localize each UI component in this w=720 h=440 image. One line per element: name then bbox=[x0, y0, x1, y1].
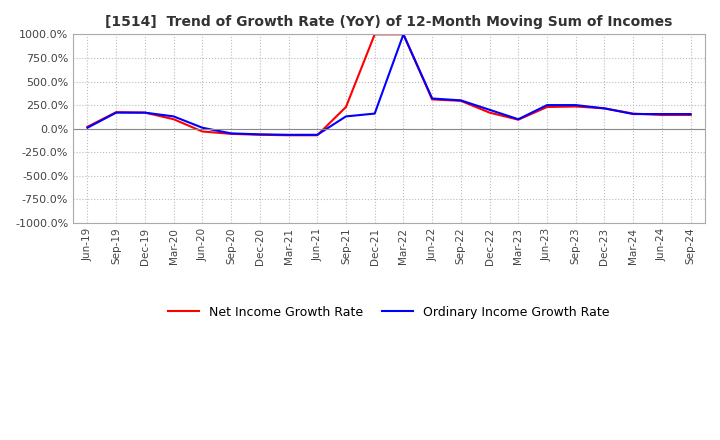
Ordinary Income Growth Rate bbox=[485, 107, 494, 113]
Net Income Growth Rate bbox=[227, 131, 235, 136]
Ordinary Income Growth Rate bbox=[112, 110, 120, 115]
Ordinary Income Growth Rate bbox=[514, 117, 523, 122]
Ordinary Income Growth Rate bbox=[629, 111, 637, 117]
Net Income Growth Rate bbox=[456, 98, 465, 103]
Net Income Growth Rate bbox=[198, 129, 207, 134]
Ordinary Income Growth Rate bbox=[83, 125, 91, 130]
Net Income Growth Rate bbox=[657, 112, 666, 117]
Net Income Growth Rate bbox=[686, 112, 695, 117]
Net Income Growth Rate bbox=[140, 110, 149, 115]
Ordinary Income Growth Rate bbox=[342, 114, 351, 119]
Ordinary Income Growth Rate bbox=[399, 32, 408, 37]
Ordinary Income Growth Rate bbox=[600, 106, 609, 111]
Net Income Growth Rate bbox=[256, 132, 264, 137]
Net Income Growth Rate bbox=[342, 104, 351, 110]
Ordinary Income Growth Rate bbox=[370, 111, 379, 116]
Net Income Growth Rate bbox=[629, 111, 637, 116]
Ordinary Income Growth Rate bbox=[140, 110, 149, 115]
Ordinary Income Growth Rate bbox=[543, 103, 552, 108]
Net Income Growth Rate bbox=[514, 117, 523, 122]
Ordinary Income Growth Rate bbox=[686, 111, 695, 117]
Ordinary Income Growth Rate bbox=[456, 98, 465, 103]
Ordinary Income Growth Rate bbox=[428, 96, 436, 101]
Title: [1514]  Trend of Growth Rate (YoY) of 12-Month Moving Sum of Incomes: [1514] Trend of Growth Rate (YoY) of 12-… bbox=[105, 15, 672, 29]
Ordinary Income Growth Rate bbox=[284, 132, 293, 137]
Ordinary Income Growth Rate bbox=[657, 111, 666, 117]
Net Income Growth Rate bbox=[485, 110, 494, 115]
Ordinary Income Growth Rate bbox=[227, 131, 235, 136]
Ordinary Income Growth Rate bbox=[572, 103, 580, 108]
Ordinary Income Growth Rate bbox=[198, 125, 207, 130]
Ordinary Income Growth Rate bbox=[313, 132, 322, 137]
Legend: Net Income Growth Rate, Ordinary Income Growth Rate: Net Income Growth Rate, Ordinary Income … bbox=[163, 301, 615, 324]
Line: Net Income Growth Rate: Net Income Growth Rate bbox=[87, 34, 690, 135]
Net Income Growth Rate bbox=[543, 104, 552, 110]
Ordinary Income Growth Rate bbox=[256, 132, 264, 137]
Net Income Growth Rate bbox=[83, 124, 91, 129]
Net Income Growth Rate bbox=[399, 32, 408, 37]
Line: Ordinary Income Growth Rate: Ordinary Income Growth Rate bbox=[87, 34, 690, 135]
Net Income Growth Rate bbox=[169, 117, 178, 122]
Net Income Growth Rate bbox=[313, 132, 322, 138]
Net Income Growth Rate bbox=[600, 106, 609, 111]
Net Income Growth Rate bbox=[370, 32, 379, 37]
Net Income Growth Rate bbox=[112, 110, 120, 115]
Net Income Growth Rate bbox=[572, 104, 580, 109]
Net Income Growth Rate bbox=[428, 97, 436, 102]
Net Income Growth Rate bbox=[284, 132, 293, 138]
Ordinary Income Growth Rate bbox=[169, 114, 178, 119]
